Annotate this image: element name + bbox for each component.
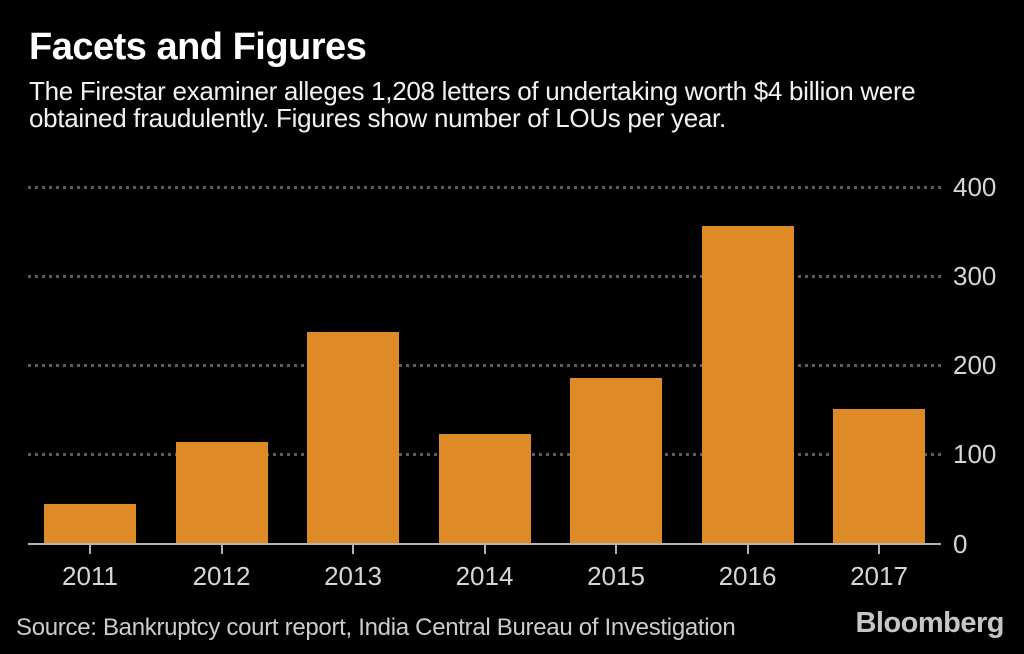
bar-2011 (44, 504, 136, 543)
x-tick-2017 (878, 545, 880, 554)
y-axis-label-0: 0 (953, 529, 968, 559)
chart-title: Facets and Figures (29, 26, 367, 68)
x-tick-2011 (89, 545, 91, 554)
y-axis-label-400: 400 (953, 172, 997, 202)
gridline-200 (28, 364, 941, 367)
bar-2014 (438, 434, 531, 543)
gridline-300 (28, 275, 941, 278)
chart-subtitle: The Firestar examiner alleges 1,208 lett… (29, 76, 916, 133)
x-tick-2014 (483, 545, 486, 554)
x-tick-2013 (352, 545, 354, 554)
x-axis-label-2015: 2015 (587, 561, 645, 591)
y-axis-label-300: 300 (953, 261, 997, 291)
source-note: Source: Bankruptcy court report, India C… (16, 614, 736, 641)
x-tick-2012 (220, 545, 223, 554)
bar-2015 (570, 378, 662, 543)
bar-2017 (833, 409, 925, 543)
x-axis-label-2011: 2011 (62, 561, 118, 591)
x-axis-label-2016: 2016 (718, 561, 777, 591)
x-axis-label-2013: 2013 (324, 561, 382, 591)
x-axis-label-2012: 2012 (192, 561, 251, 591)
x-tick-2015 (615, 545, 617, 554)
x-axis-label-2014: 2014 (455, 561, 514, 591)
x-tick-2016 (746, 545, 749, 554)
y-axis-label-200: 200 (953, 350, 997, 380)
bar-2016 (701, 226, 794, 543)
bloomberg-logo: Bloomberg (855, 607, 1004, 639)
bar-2013 (307, 332, 399, 543)
bar-2012 (175, 442, 268, 543)
gridline-400 (28, 186, 941, 189)
x-axis-line (28, 543, 941, 545)
x-axis-label-2017: 2017 (850, 561, 908, 591)
y-axis-label-100: 100 (953, 439, 997, 469)
